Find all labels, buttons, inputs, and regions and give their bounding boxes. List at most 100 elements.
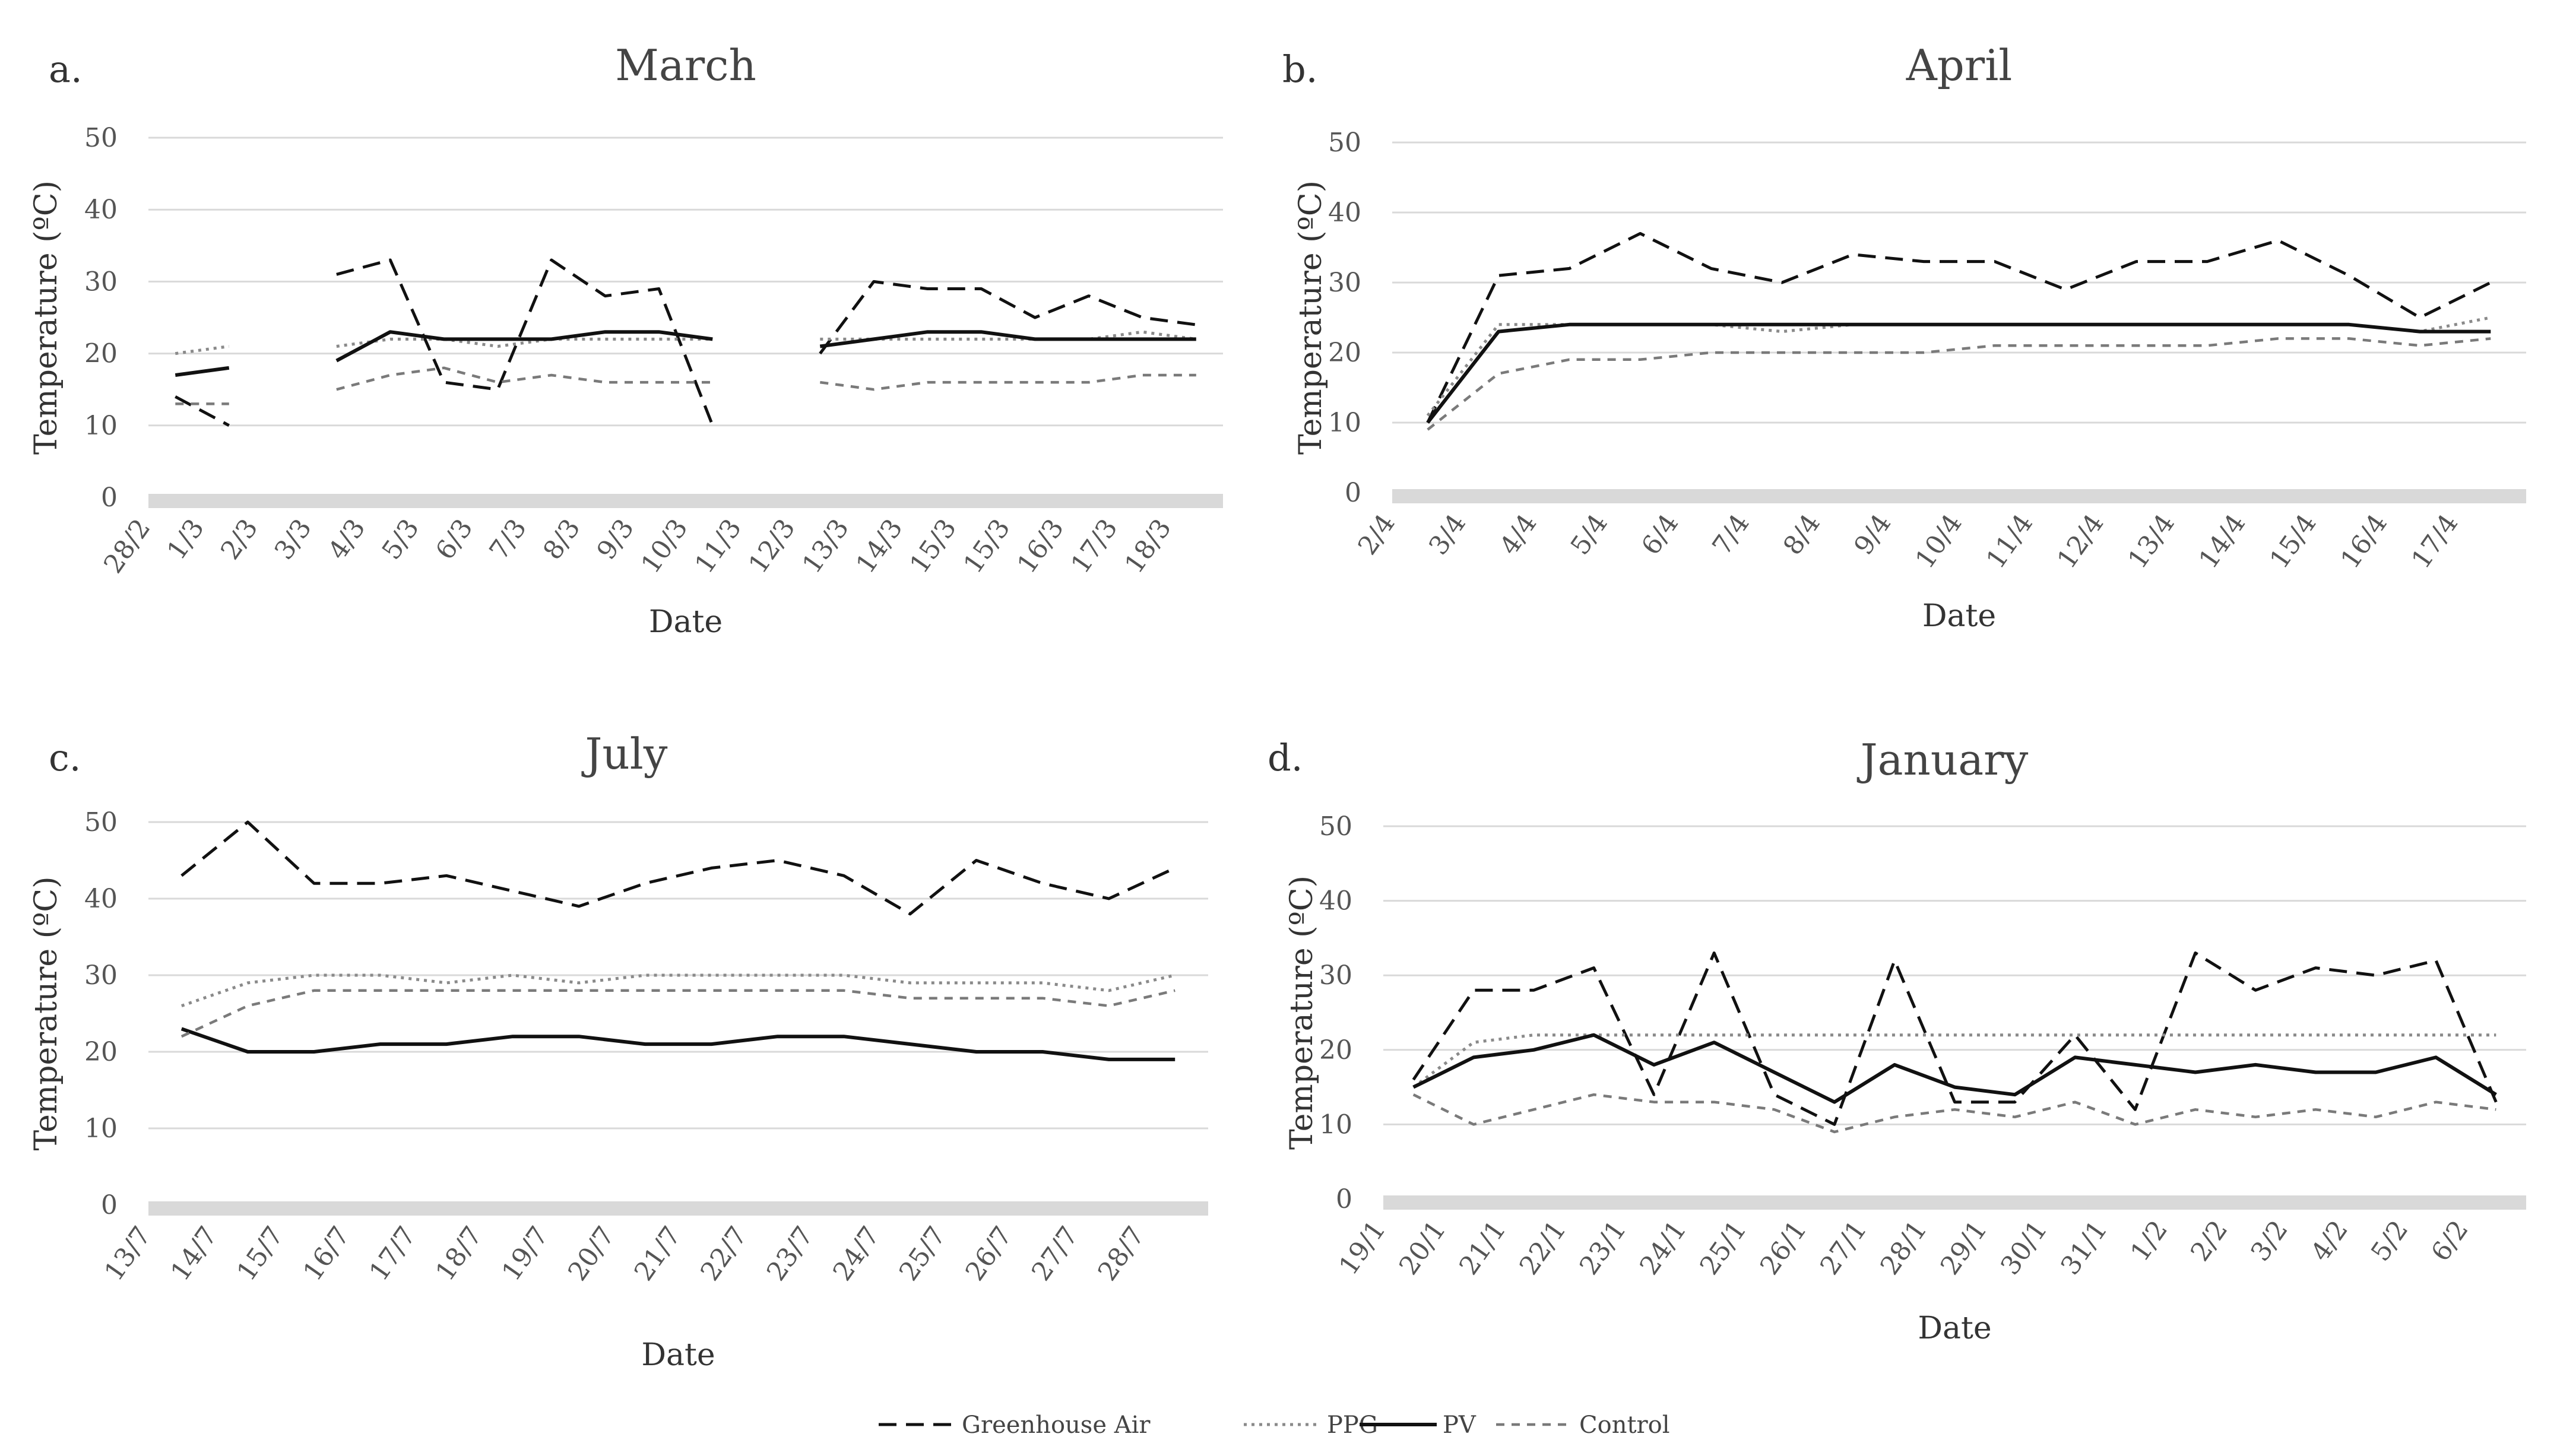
- x-tick-label: 21/1: [1453, 1215, 1512, 1280]
- x-tick-label: 7/3: [484, 513, 533, 565]
- y-tick-label: 0: [101, 483, 118, 513]
- chart-title: March: [615, 40, 756, 90]
- x-tick-label: 4/4: [1494, 509, 1542, 560]
- x-tick-label: 26/7: [959, 1221, 1018, 1286]
- x-tick-label: 18/3: [1119, 513, 1177, 579]
- x-tick-label: 5/4: [1565, 509, 1614, 560]
- series-line-control: [175, 366, 1196, 405]
- series-line-pv: [175, 330, 1196, 377]
- x-tick-label: 1/3: [161, 513, 210, 565]
- x-tick-label: 7/4: [1706, 509, 1755, 560]
- x-tick-label: 13/7: [99, 1221, 157, 1286]
- y-tick-label: 40: [84, 884, 118, 914]
- x-tick-label: 16/3: [1012, 513, 1070, 579]
- x-tick-label: 17/7: [363, 1221, 422, 1286]
- chart-title: April: [1906, 40, 2013, 90]
- legend-label: PV: [1443, 1411, 1477, 1439]
- x-tick-label: 6/3: [430, 513, 479, 565]
- panel-letter: b.: [1282, 47, 1317, 91]
- y-tick-label: 30: [1328, 268, 1361, 298]
- x-tick-label: 23/7: [761, 1221, 819, 1286]
- x-tick-label: 20/1: [1393, 1215, 1452, 1280]
- series-line-ppg: [180, 973, 1176, 1007]
- chart-panel-march: a. March 0 10 20 30 40 50 28/2 1/3 2/3 3/3 4/3 5/3 6/3…: [28, 40, 1223, 640]
- y-tick-label: 20: [84, 339, 118, 369]
- series-line-greenhouse-air: [180, 820, 1176, 916]
- x-tick-label: 11/4: [1981, 509, 2039, 574]
- x-tick-label: 13/4: [2122, 509, 2181, 574]
- x-axis-label: Date: [649, 604, 723, 640]
- x-tick-label: 22/1: [1514, 1215, 1572, 1280]
- x-tick-label: 20/7: [562, 1221, 620, 1286]
- x-tick-label: 2/2: [2185, 1215, 2233, 1267]
- legend-label: Control: [1579, 1411, 1670, 1439]
- x-tick-label: 9/3: [591, 513, 640, 565]
- x-tick-label: 16/4: [2335, 509, 2393, 574]
- x-tick-label: 3/4: [1423, 509, 1472, 560]
- x-tick-label: 28/7: [1092, 1221, 1151, 1286]
- series-line-pv: [1412, 1033, 2497, 1104]
- y-tick-label: 50: [1328, 128, 1361, 158]
- legend-label: Greenhouse Air: [962, 1411, 1151, 1439]
- x-tick-label: 14/7: [165, 1221, 223, 1286]
- x-tick-label: 23/1: [1574, 1215, 1632, 1280]
- x-tick-label: 28/2: [98, 513, 156, 579]
- y-tick-label: 10: [84, 411, 118, 441]
- x-tick-label: 14/4: [2193, 509, 2251, 574]
- chart-title: July: [581, 729, 668, 779]
- x-tick-label: 4/2: [2305, 1215, 2354, 1267]
- series-line-greenhouse-air: [1426, 231, 2492, 424]
- x-tick-label: 5/2: [2365, 1215, 2414, 1267]
- x-axis-bar: [1392, 489, 2526, 503]
- x-tick-label: 12/3: [743, 513, 801, 579]
- x-tick-label: 27/7: [1026, 1221, 1084, 1286]
- legend: Greenhouse Air PPG PV Control: [879, 1411, 1670, 1439]
- x-tick-label: 25/7: [894, 1221, 952, 1286]
- y-tick-label: 10: [84, 1114, 118, 1144]
- x-tick-label: 25/1: [1694, 1215, 1753, 1280]
- y-tick-label: 10: [1319, 1109, 1352, 1140]
- y-tick-label: 0: [1345, 478, 1361, 508]
- x-axis-bar: [1383, 1195, 2526, 1210]
- x-tick-label: 15/3: [904, 513, 962, 579]
- y-tick-label: 50: [84, 807, 118, 838]
- x-tick-label: 15/7: [231, 1221, 289, 1286]
- x-tick-label: 2/4: [1352, 509, 1401, 560]
- panel-letter: a.: [49, 47, 83, 91]
- x-tick-label: 26/1: [1754, 1215, 1813, 1280]
- series-line-ppg: [1426, 316, 2491, 417]
- y-axis-label: Temperature (ºC): [28, 876, 64, 1150]
- y-tick-label: 30: [84, 960, 118, 991]
- x-tick-label: 6/2: [2425, 1215, 2474, 1267]
- series-line-pv: [180, 1027, 1176, 1061]
- x-tick-label: 19/1: [1333, 1215, 1392, 1280]
- series-line-control: [180, 989, 1176, 1038]
- y-tick-label: 0: [101, 1190, 118, 1220]
- y-axis-label: Temperature (ºC): [1293, 180, 1329, 455]
- x-tick-label: 3/2: [2245, 1215, 2293, 1267]
- panel-letter: c.: [49, 736, 81, 779]
- x-tick-label: 30/1: [1995, 1215, 2053, 1280]
- x-tick-label: 12/4: [2051, 509, 2109, 574]
- x-tick-label: 1/2: [2125, 1215, 2174, 1267]
- x-tick-label: 27/1: [1814, 1215, 1873, 1280]
- series-line-greenhouse-air: [175, 258, 1197, 427]
- x-tick-label: 15/3: [958, 513, 1016, 579]
- x-tick-label: 18/7: [430, 1221, 488, 1286]
- x-tick-label: 24/7: [827, 1221, 885, 1286]
- x-tick-label: 8/3: [537, 513, 586, 565]
- series-line-pv: [1426, 322, 2491, 424]
- chart-panel-april: b. April 0 10 20 30 40 50 2/4 3/4 4/4 5/4 6/4 7/4 8/4 9…: [1282, 40, 2526, 634]
- x-tick-label: 28/1: [1874, 1215, 1932, 1280]
- x-axis-bar: [148, 494, 1223, 508]
- x-tick-label: 6/4: [1636, 509, 1684, 560]
- chart-panel-july: c. July 0 10 20 30 40 50 13/7 14/7 15/7 16/7 17/7 18/…: [28, 729, 1208, 1373]
- x-tick-label: 29/1: [1935, 1215, 1993, 1280]
- y-tick-label: 50: [84, 123, 118, 153]
- series-line-greenhouse-air: [1412, 951, 2498, 1126]
- x-tick-label: 10/3: [635, 513, 693, 579]
- y-axis-label: Temperature (ºC): [1284, 875, 1320, 1150]
- x-tick-label: 10/4: [1910, 509, 1968, 574]
- x-tick-label: 17/3: [1065, 513, 1123, 579]
